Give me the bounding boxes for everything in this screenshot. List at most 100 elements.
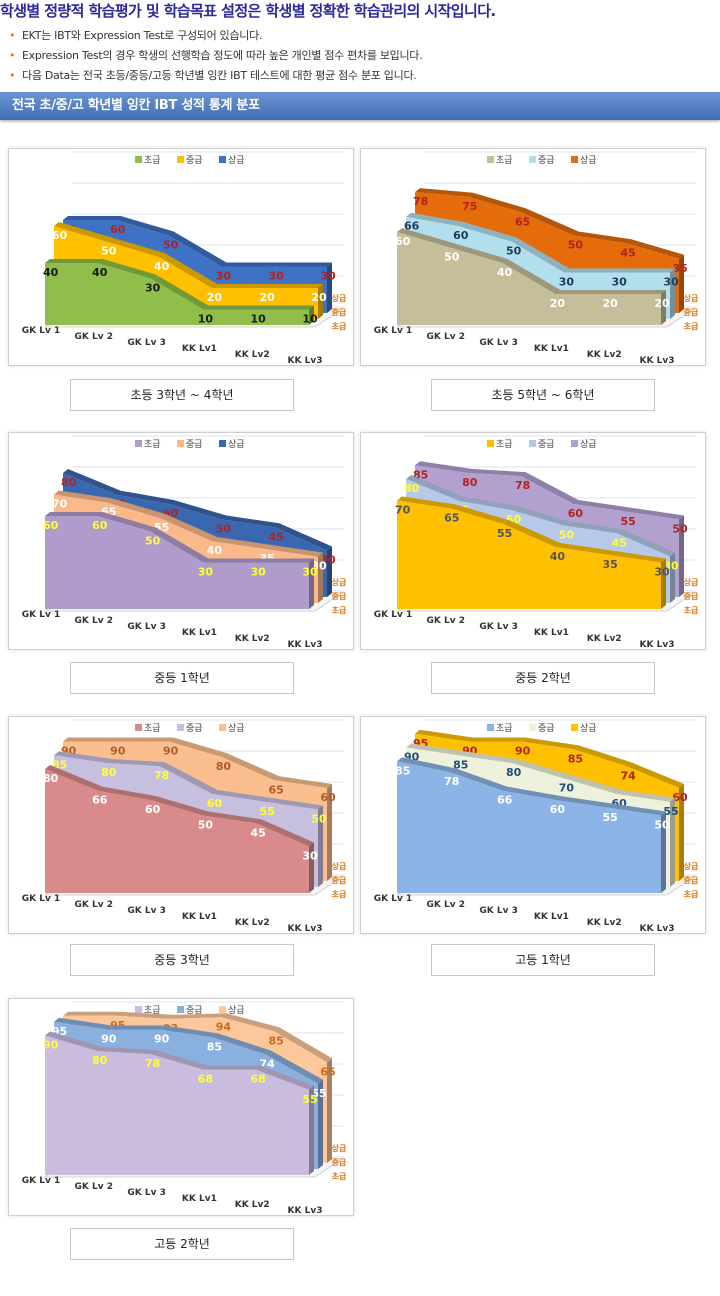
series-top-edge	[54, 751, 323, 810]
chart-svg: 초급중급상급9595939485659590908574559080786868…	[22, 1001, 347, 1215]
series-side-edge	[670, 552, 675, 603]
series-top-edge	[406, 212, 675, 273]
data-label: 60	[453, 229, 469, 242]
data-label: 30	[302, 566, 318, 579]
data-label: 70	[395, 504, 411, 517]
series-side-edge	[661, 811, 666, 893]
series-area: 80 66 60 50 45 30	[43, 765, 318, 893]
data-label: 55	[621, 515, 636, 528]
chart-legend: 초급 중급 상급	[135, 1005, 245, 1016]
chart-legend: 초급 중급 상급	[135, 155, 245, 166]
series-top-edge	[397, 228, 666, 294]
data-label: 30	[612, 276, 628, 289]
x-tick-label: KK Lv2	[587, 350, 622, 360]
data-label: 20	[311, 291, 327, 304]
depth-axis-label: 중급	[332, 592, 347, 601]
data-label: 30	[311, 560, 327, 573]
series-side-edge	[661, 290, 666, 325]
data-label: 30	[663, 560, 679, 573]
legend-swatch	[219, 1006, 226, 1013]
chart-panel-1: 초급중급상급6060503030306050402020204040301010…	[8, 148, 354, 366]
data-label: 20	[603, 297, 619, 310]
x-tick-label: GK Lv 1	[374, 610, 413, 620]
x-tick-label: GK Lv 2	[75, 332, 114, 342]
depth-axis-label: 중급	[684, 876, 699, 885]
series-side-edge	[318, 805, 323, 887]
data-label: 30	[216, 270, 232, 283]
chart-panel-3: 초급중급상급8066605045307065554035306060503030…	[8, 432, 354, 650]
legend-swatch	[529, 440, 536, 447]
legend-label: 중급	[186, 439, 203, 450]
intro-bullet-list: EKT는 IBT와 Expression Test로 구성되어 있습니다. Ex…	[8, 26, 423, 86]
series-top-edge	[54, 1017, 323, 1084]
data-label: 30	[145, 282, 161, 295]
data-label: 30	[269, 270, 285, 283]
data-label: 60	[145, 803, 161, 816]
series-area: 40 40 30 10 10 10	[43, 259, 318, 326]
data-label: 78	[413, 195, 428, 208]
legend-swatch	[529, 724, 536, 731]
x-tick-label: GK Lv 2	[75, 616, 114, 626]
chart-panel-7: 초급중급상급9595939485659590908574559080786868…	[8, 998, 354, 1216]
data-label: 66	[404, 220, 420, 233]
data-label: 90	[515, 745, 531, 758]
series-side-edge	[318, 284, 323, 319]
chart-caption: 초등 3학년 ~ 4학년	[70, 379, 294, 411]
data-label: 55	[302, 1093, 317, 1106]
data-label: 50	[145, 535, 161, 548]
x-tick-label: GK Lv 1	[22, 610, 61, 620]
data-label: 30	[320, 554, 336, 567]
data-label: 65	[515, 215, 530, 228]
data-label: 30	[663, 276, 679, 289]
series-top-edge	[397, 757, 666, 816]
legend-swatch	[529, 156, 536, 163]
legend-label: 초급	[144, 1005, 161, 1016]
chart-panel-2: 초급 중급 상급 78 75 65 50 45 35 66 60 50 30 30 30 60 50 40 20 20…	[360, 148, 706, 366]
legend-label: 상급	[228, 1005, 245, 1016]
data-label: 60	[43, 519, 59, 532]
legend-label: 중급	[538, 439, 555, 450]
data-label: 40	[550, 550, 566, 563]
x-tick-label: KK Lv1	[182, 344, 217, 354]
series-side-edge	[679, 784, 684, 881]
data-label: 65	[320, 1065, 335, 1078]
data-label: 60	[320, 791, 336, 804]
series-side-edge	[318, 552, 323, 603]
depth-axis-label: 초급	[332, 1172, 347, 1181]
series-area: 60 60 50 30 30 30	[43, 512, 318, 609]
legend-label: 초급	[496, 723, 513, 734]
legend-label: 상급	[580, 723, 597, 734]
depth-axis-label: 초급	[684, 322, 699, 331]
series-top-edge	[54, 222, 323, 288]
data-label: 50	[672, 523, 688, 536]
data-label: 40	[92, 266, 108, 279]
chart-legend: 초급 중급 상급	[135, 439, 245, 450]
series-face	[45, 769, 309, 893]
legend-swatch	[135, 724, 142, 731]
data-label: 66	[497, 794, 513, 807]
series-top-edge	[406, 743, 675, 802]
data-label: 60	[672, 791, 688, 804]
data-label: 50	[568, 239, 584, 252]
x-tick-label: KK Lv2	[235, 634, 270, 644]
bullet-item: EKT는 IBT와 Expression Test로 구성되어 있습니다.	[8, 26, 422, 46]
chart-panel-6: 초급 중급 상급 95 90 90 85 74 60 90 85 80 70 60 55 85 78 66 60 55…	[360, 716, 706, 934]
x-tick-label: GK Lv 1	[22, 326, 61, 336]
series-area: 60 50 40 20 20 20	[395, 228, 670, 325]
series-top-edge	[397, 496, 666, 563]
data-label: 30	[198, 566, 214, 579]
depth-axis-label: 중급	[332, 876, 347, 885]
data-label: 75	[462, 200, 477, 213]
series-top-edge	[63, 469, 332, 551]
legend-swatch	[177, 1006, 184, 1013]
x-tick-label: KK Lv1	[534, 628, 569, 638]
series-face	[45, 1035, 309, 1175]
data-label: 78	[145, 1057, 160, 1070]
data-label: 40	[497, 266, 513, 279]
legend-swatch	[571, 156, 578, 163]
legend-swatch	[219, 440, 226, 447]
legend-label: 초급	[496, 155, 513, 166]
x-tick-label: KK Lv3	[640, 356, 675, 365]
x-tick-label: GK Lv 3	[127, 622, 166, 632]
